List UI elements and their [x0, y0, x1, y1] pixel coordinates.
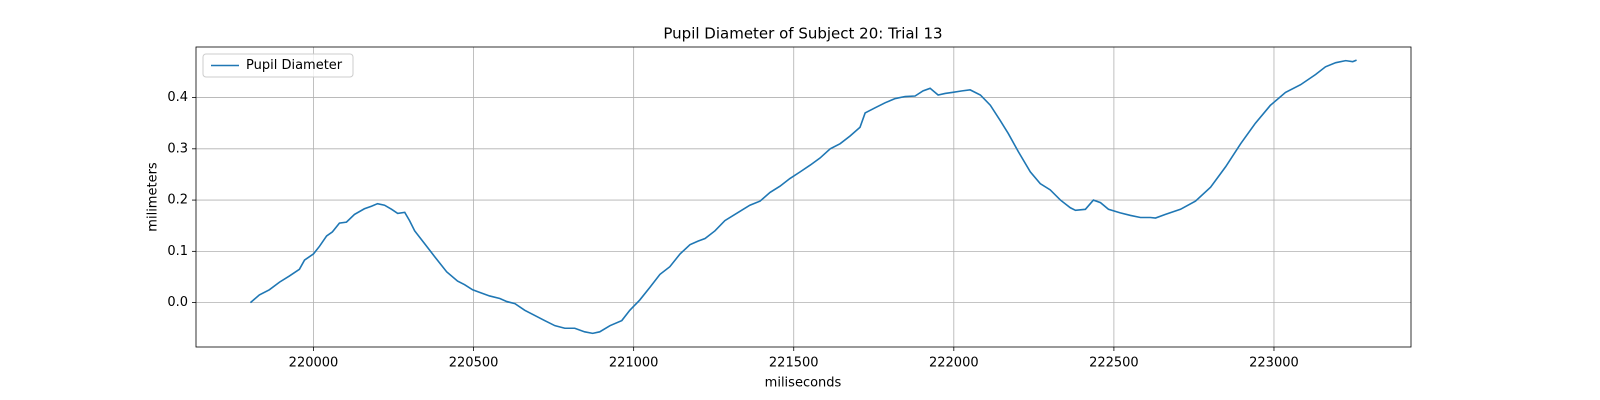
chart-title: Pupil Diameter of Subject 20: Trial 13	[663, 25, 942, 43]
legend-box	[202, 53, 354, 78]
x-axis-label: miliseconds	[765, 376, 842, 391]
x-tick-label: 220500	[449, 356, 499, 371]
data-line	[249, 59, 1357, 335]
y-tick-label: 0.0	[167, 295, 188, 310]
legend-label: Pupil Diameter	[246, 58, 343, 73]
x-tick-label: 222500	[1089, 356, 1139, 371]
x-tick-label: 223000	[1249, 356, 1299, 371]
y-tick-label: 0.1	[167, 244, 188, 259]
y-axis-label: milimeters	[146, 162, 161, 232]
x-tick-label: 221500	[769, 356, 819, 371]
plot-frame	[195, 46, 1412, 348]
x-tick-label: 222000	[929, 356, 979, 371]
y-tick-label: 0.3	[167, 141, 188, 156]
x-tick-label: 220000	[289, 356, 339, 371]
x-tick-label: 221000	[609, 356, 659, 371]
y-tick-label: 0.4	[167, 90, 188, 105]
y-tick-label: 0.2	[167, 193, 188, 208]
